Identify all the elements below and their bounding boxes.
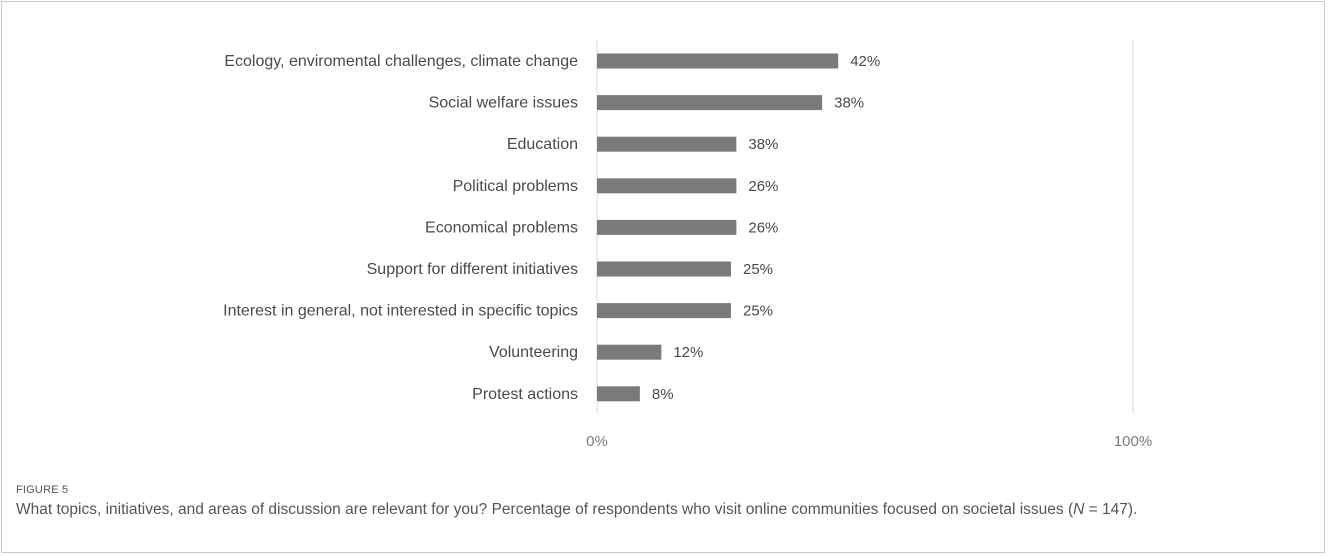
- caption-n-symbol: N: [1073, 501, 1085, 518]
- bar-chart: Ecology, enviromental challenges, climat…: [223, 40, 1152, 450]
- category-label: Political problems: [453, 178, 578, 195]
- bar: [597, 344, 662, 360]
- category-label: Economical problems: [425, 219, 578, 236]
- category-label: Volunteering: [489, 344, 578, 361]
- value-label: 25%: [743, 303, 773, 320]
- bar: [597, 136, 737, 152]
- value-label: 38%: [834, 95, 864, 112]
- value-label: 25%: [743, 261, 773, 278]
- bar: [597, 95, 823, 111]
- value-label: 38%: [748, 136, 778, 153]
- caption-text-main: What topics, initiatives, and areas of d…: [16, 501, 1074, 518]
- value-label: 26%: [748, 178, 778, 195]
- value-label: 42%: [850, 53, 880, 70]
- x-tick-label: 0%: [586, 433, 608, 450]
- category-label: Interest in general, not interested in s…: [223, 303, 578, 320]
- value-label: 8%: [652, 386, 674, 403]
- category-label: Protest actions: [472, 386, 578, 403]
- bar: [597, 261, 731, 277]
- category-label: Education: [507, 136, 578, 153]
- bar: [597, 53, 839, 69]
- x-tick-label: 100%: [1114, 433, 1152, 450]
- figure-caption-text: What topics, initiatives, and areas of d…: [16, 500, 1306, 520]
- category-label: Ecology, enviromental challenges, climat…: [224, 53, 578, 70]
- bar: [597, 303, 731, 319]
- figure-label: FIGURE 5: [16, 484, 69, 496]
- value-label: 26%: [748, 219, 778, 236]
- bar: [597, 219, 737, 235]
- category-label: Support for different initiatives: [367, 261, 578, 278]
- figure-caption: FIGURE 5 What topics, initiatives, and a…: [16, 484, 1306, 520]
- bar: [597, 386, 640, 402]
- value-label: 12%: [673, 344, 703, 361]
- bar: [597, 178, 737, 194]
- category-label: Social welfare issues: [429, 95, 578, 112]
- caption-text-end: = 147).: [1084, 501, 1138, 518]
